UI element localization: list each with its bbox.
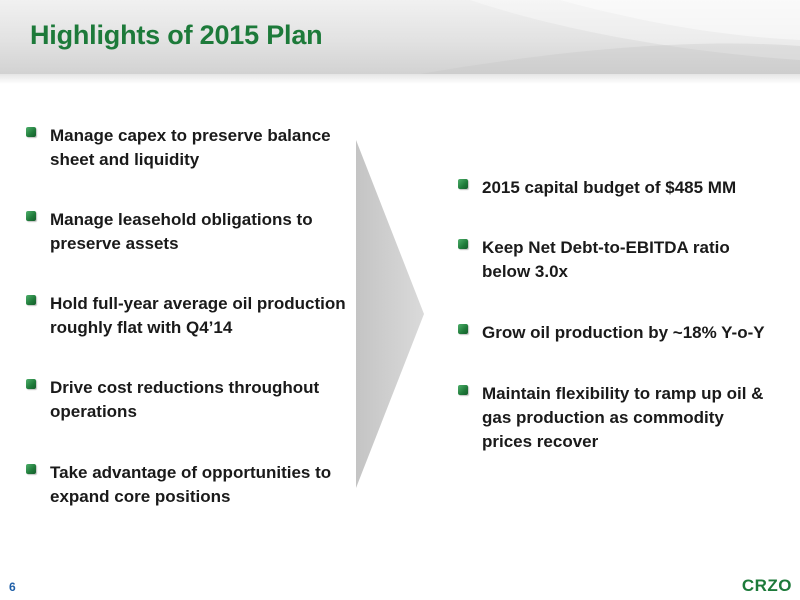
green-square-bullet-icon bbox=[458, 324, 468, 334]
bullet-text: Hold full-year average oil production ro… bbox=[50, 294, 346, 337]
list-item: Manage capex to preserve balance sheet a… bbox=[26, 124, 350, 172]
slide-header: Highlights of 2015 Plan bbox=[0, 0, 800, 74]
list-item: Grow oil production by ~18% Y-o-Y bbox=[458, 321, 778, 345]
green-square-bullet-icon bbox=[458, 179, 468, 189]
bullet-text: 2015 capital budget of $485 MM bbox=[482, 178, 737, 197]
green-square-bullet-icon bbox=[458, 239, 468, 249]
green-square-bullet-icon bbox=[26, 379, 36, 389]
list-item: Take advantage of opportunities to expan… bbox=[26, 461, 350, 509]
bullet-text: Manage leasehold obligations to preserve… bbox=[50, 210, 313, 253]
green-square-bullet-icon bbox=[458, 385, 468, 395]
list-item: Manage leasehold obligations to preserve… bbox=[26, 208, 350, 256]
list-item: Keep Net Debt-to-EBITDA ratio below 3.0x bbox=[458, 236, 778, 284]
company-logo: CRZO bbox=[741, 576, 792, 595]
bullet-text: Keep Net Debt-to-EBITDA ratio below 3.0x bbox=[482, 238, 730, 281]
bullet-text: Drive cost reductions throughout operati… bbox=[50, 378, 320, 421]
bullet-text: Grow oil production by ~18% Y-o-Y bbox=[482, 323, 765, 342]
page-title: Highlights of 2015 Plan bbox=[30, 20, 323, 50]
header-shadow bbox=[0, 74, 800, 84]
list-item: Hold full-year average oil production ro… bbox=[26, 292, 350, 340]
list-item: Maintain flexibility to ramp up oil & ga… bbox=[458, 382, 778, 454]
bullet-text: Maintain flexibility to ramp up oil & ga… bbox=[482, 384, 764, 451]
page-number: 6 bbox=[9, 580, 16, 594]
green-square-bullet-icon bbox=[26, 211, 36, 221]
bullet-text: Manage capex to preserve balance sheet a… bbox=[50, 126, 331, 169]
green-square-bullet-icon bbox=[26, 127, 36, 137]
green-square-bullet-icon bbox=[26, 464, 36, 474]
chevron-arrow-divider bbox=[356, 140, 424, 488]
list-item: Drive cost reductions throughout operati… bbox=[26, 376, 350, 424]
header-swoosh-decoration bbox=[420, 0, 800, 74]
green-square-bullet-icon bbox=[26, 295, 36, 305]
bullet-text: Take advantage of opportunities to expan… bbox=[50, 463, 332, 506]
list-item: 2015 capital budget of $485 MM bbox=[458, 176, 778, 200]
